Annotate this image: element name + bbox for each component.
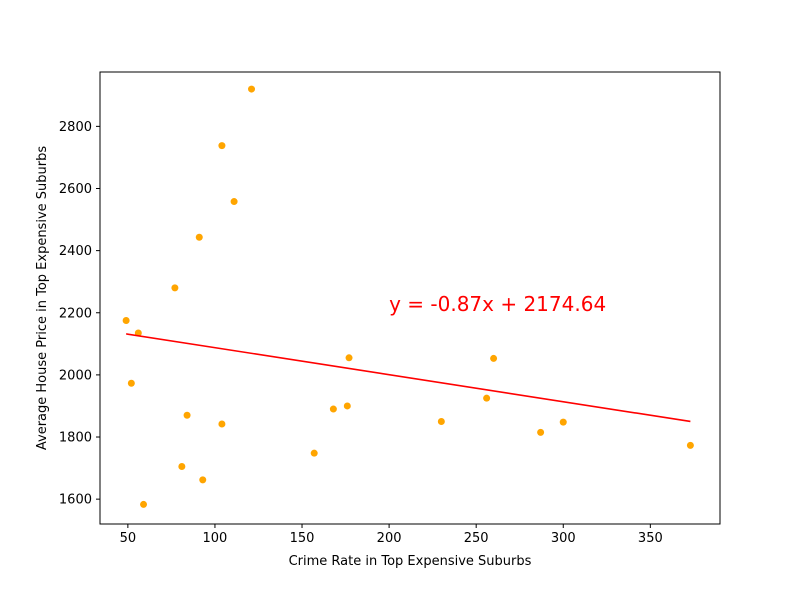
y-tick-label: 2000 — [59, 368, 92, 383]
y-tick-label: 2600 — [59, 182, 92, 197]
data-point — [171, 284, 179, 292]
x-tick-label: 350 — [638, 531, 663, 546]
y-axis-label: Average House Price in Top Expensive Sub… — [35, 146, 50, 450]
data-point — [218, 420, 226, 428]
y-tick-label: 1800 — [59, 431, 92, 446]
data-point — [345, 354, 353, 362]
x-tick-label: 200 — [377, 531, 402, 546]
data-point — [686, 441, 694, 449]
y-tick-label: 2200 — [59, 306, 92, 321]
y-tick-label: 2400 — [59, 244, 92, 259]
y-tick-label: 2800 — [59, 120, 92, 135]
data-point — [122, 317, 130, 325]
data-point — [537, 428, 545, 436]
data-point — [140, 500, 148, 508]
data-point — [178, 463, 186, 471]
data-point — [310, 449, 318, 457]
x-axis-label: Crime Rate in Top Expensive Suburbs — [289, 554, 532, 569]
y-axis-ticks: 1600 1800 2000 2200 2400 2600 2800 — [59, 120, 100, 508]
x-tick-label: 250 — [464, 531, 489, 546]
data-point — [248, 85, 256, 93]
data-point — [183, 411, 191, 419]
x-tick-label: 300 — [551, 531, 576, 546]
x-tick-label: 50 — [120, 531, 137, 546]
data-point — [437, 417, 445, 425]
x-tick-label: 100 — [203, 531, 228, 546]
x-tick-label: 150 — [290, 531, 315, 546]
regression-equation: y = -0.87x + 2174.64 — [389, 292, 606, 316]
x-axis-ticks: 50 100 150 200 250 300 350 — [120, 524, 663, 546]
regression-line — [126, 333, 691, 423]
data-point — [127, 379, 135, 387]
data-point — [343, 402, 351, 410]
data-point — [559, 418, 567, 426]
data-point — [199, 476, 207, 484]
data-point — [483, 394, 491, 402]
points-layer — [122, 85, 694, 508]
data-point — [195, 233, 203, 241]
data-point — [490, 354, 498, 362]
data-point — [329, 405, 337, 413]
data-point — [230, 198, 238, 206]
y-tick-label: 1600 — [59, 493, 92, 508]
plot-frame — [99, 71, 721, 525]
data-point — [218, 142, 226, 150]
